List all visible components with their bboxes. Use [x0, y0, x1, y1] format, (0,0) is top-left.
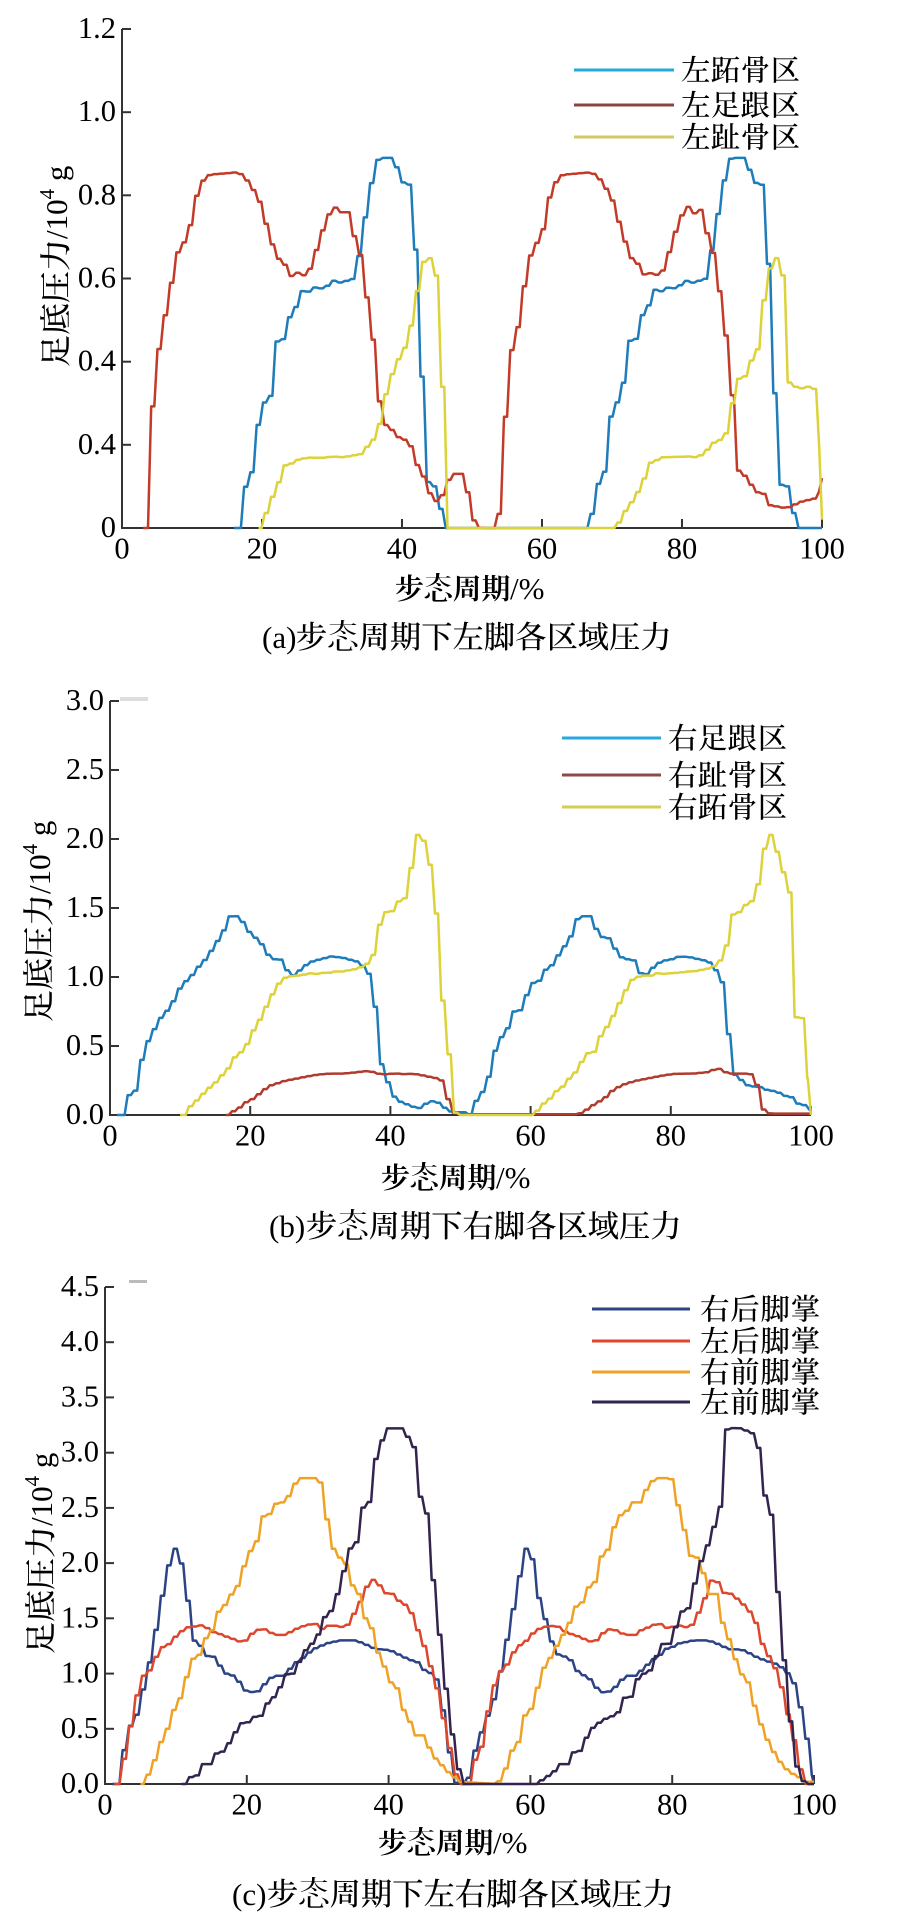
svg-text:100: 100 — [788, 1119, 834, 1153]
svg-text:0: 0 — [102, 1119, 117, 1153]
svg-text:1.5: 1.5 — [66, 890, 104, 924]
svg-text:2.5: 2.5 — [66, 752, 104, 786]
svg-text:0: 0 — [114, 532, 129, 566]
svg-text:0.5: 0.5 — [66, 1028, 104, 1062]
svg-text:60: 60 — [515, 1119, 546, 1153]
svg-text:80: 80 — [667, 532, 698, 566]
svg-text:0.4: 0.4 — [78, 344, 116, 378]
svg-text:/%: /% — [510, 571, 544, 606]
svg-text:80: 80 — [657, 1788, 688, 1822]
svg-text:4.5: 4.5 — [61, 1269, 99, 1303]
svg-text:/%: /% — [496, 1160, 530, 1195]
svg-text:60: 60 — [527, 532, 558, 566]
svg-text:(a): (a) — [262, 620, 296, 655]
svg-text:0.8: 0.8 — [78, 177, 116, 211]
svg-text:0: 0 — [97, 1788, 112, 1822]
svg-text:0.0: 0.0 — [61, 1766, 99, 1800]
svg-text:(c): (c) — [232, 1877, 266, 1912]
svg-text:3.0: 3.0 — [66, 683, 104, 717]
svg-text:1.0: 1.0 — [78, 94, 116, 128]
svg-text:/104 g: /104 g — [20, 1453, 59, 1526]
svg-text:1.0: 1.0 — [66, 959, 104, 993]
svg-text:1.0: 1.0 — [61, 1656, 99, 1690]
svg-text:20: 20 — [232, 1788, 263, 1822]
svg-text:80: 80 — [656, 1119, 687, 1153]
svg-text:40: 40 — [373, 1788, 404, 1822]
svg-text:60: 60 — [515, 1788, 546, 1822]
svg-text:/104 g: /104 g — [35, 166, 74, 239]
svg-text:20: 20 — [247, 532, 278, 566]
svg-text:0.5: 0.5 — [61, 1711, 99, 1745]
svg-text:2.5: 2.5 — [61, 1490, 99, 1524]
svg-text:4.0: 4.0 — [61, 1324, 99, 1358]
svg-text:40: 40 — [387, 532, 418, 566]
svg-text:0.4: 0.4 — [78, 427, 116, 461]
svg-text:/104 g: /104 g — [18, 821, 57, 894]
svg-text:40: 40 — [375, 1119, 406, 1153]
svg-text:1.2: 1.2 — [78, 11, 116, 45]
svg-text:(b): (b) — [269, 1209, 305, 1244]
svg-text:20: 20 — [235, 1119, 266, 1153]
svg-text:0.6: 0.6 — [78, 261, 116, 295]
svg-text:3.0: 3.0 — [61, 1435, 99, 1469]
svg-text:0.0: 0.0 — [66, 1097, 104, 1131]
svg-text:100: 100 — [791, 1788, 837, 1822]
svg-text:100: 100 — [799, 532, 845, 566]
svg-text:0: 0 — [101, 510, 116, 544]
svg-text:3.5: 3.5 — [61, 1379, 99, 1413]
svg-text:/%: /% — [493, 1825, 527, 1860]
svg-text:1.5: 1.5 — [61, 1600, 99, 1634]
svg-text:2.0: 2.0 — [61, 1545, 99, 1579]
svg-text:2.0: 2.0 — [66, 821, 104, 855]
